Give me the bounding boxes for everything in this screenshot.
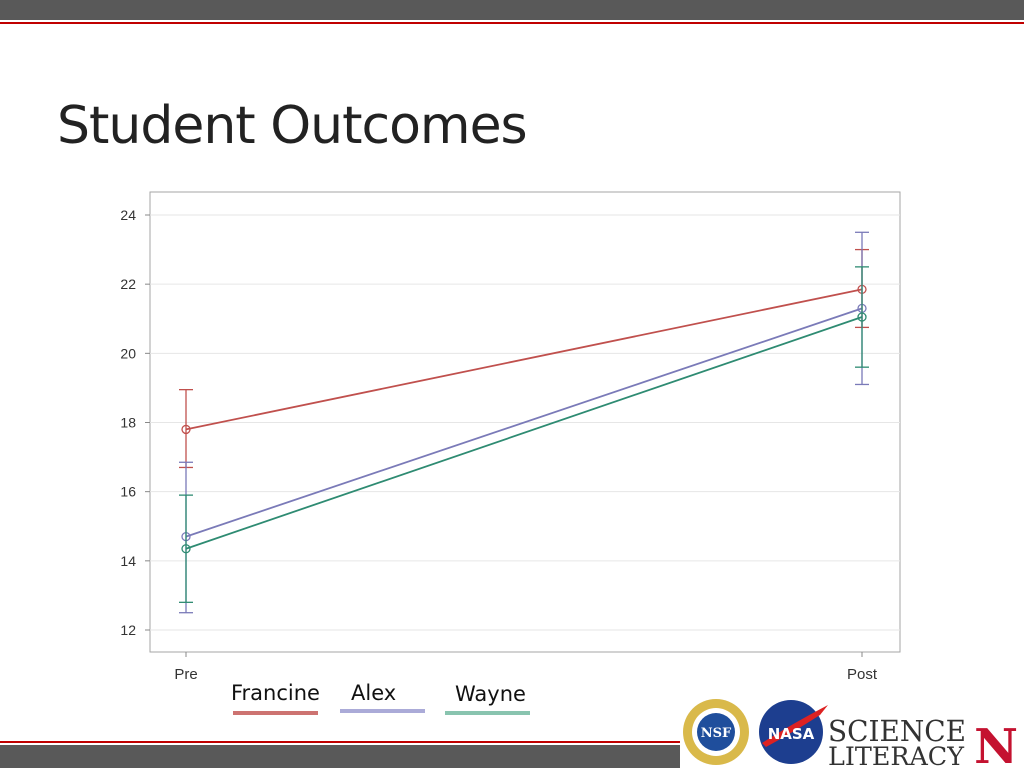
nasa-logo: NASA [759,700,828,764]
legend-swatch-wayne [445,711,530,715]
slide-title: Student Outcomes [57,96,528,156]
x-tick-label-pre: Pre [174,666,197,683]
university-n-logo: N [974,719,1018,768]
series-line-wayne [185,316,863,550]
series-line-alex [185,307,863,538]
point-francine-pre [181,424,191,435]
y-tick-label-14: 14 [120,553,136,569]
y-tick-label-24: 24 [120,207,136,223]
bottom-footer-bar [0,745,680,768]
legend-swatch-francine [233,711,318,715]
gridlines [150,214,900,631]
x-axis-ticks: Pre Post [174,652,878,683]
top-accent-rule [0,22,1024,24]
legend-label-wayne: Wayne [455,682,526,706]
y-tick-label-12: 12 [120,622,136,638]
science-literacy-line1: SCIENCE [828,714,966,748]
university-n-text: N [974,719,1018,768]
science-literacy-line2: LITERACY [828,742,964,768]
series-wayne [179,266,869,603]
top-header-bar [0,0,1024,20]
legend-label-alex: Alex [351,681,397,705]
science-literacy-logo: SCIENCE LITERACY [828,714,966,768]
x-tick-label-post: Post [847,666,878,683]
series-line-francine [185,288,863,431]
nsf-logo: NSF [683,699,749,765]
line-chart: 12 14 16 18 20 22 24 Pre Post [120,191,901,683]
sponsor-logos: NSF NASA SCIENCE LITERACY N [683,699,1018,768]
series-layer [179,231,869,614]
point-wayne-pre [181,544,191,554]
point-wayne-post [857,312,867,322]
y-tick-label-16: 16 [120,484,136,500]
nasa-logo-text: NASA [768,725,815,743]
y-tick-label-22: 22 [120,276,136,292]
y-axis-ticks: 12 14 16 18 20 22 24 [120,207,150,638]
bottom-accent-rule [0,741,680,743]
y-tick-label-20: 20 [120,345,136,361]
nsf-logo-text: NSF [701,726,732,741]
legend-swatch-alex [340,709,425,713]
y-tick-label-18: 18 [120,415,136,431]
legend-label-francine: Francine [231,681,320,705]
